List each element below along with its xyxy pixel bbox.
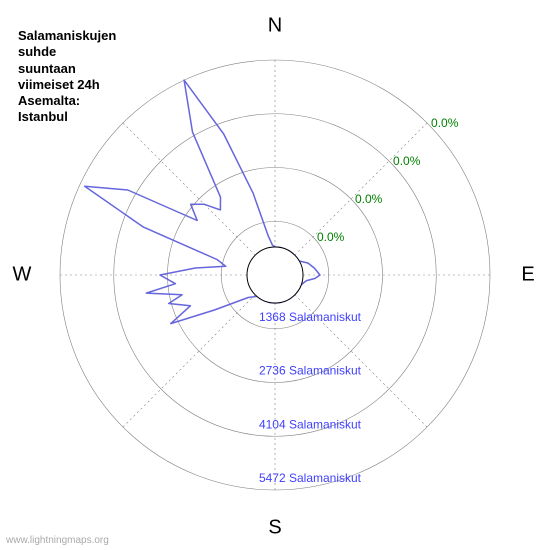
ring-count-label: 4104 Salamaniskut	[259, 417, 362, 431]
polar-chart: 0.0% 1368 Salamaniskut 0.0% 2736 Salamanisk…	[0, 0, 550, 550]
ring-pct-label: 0.0%	[431, 116, 459, 130]
ring-count-label: 2736 Salamaniskut	[259, 364, 362, 378]
cardinal-w: W	[13, 263, 32, 285]
ring-pct-label: 0.0%	[393, 154, 421, 168]
ring-pct-label: 0.0%	[317, 230, 345, 244]
ring-pct-label: 0.0%	[355, 192, 383, 206]
cardinal-s: S	[268, 516, 281, 538]
ring-count-label: 1368 Salamaniskut	[259, 310, 362, 324]
ring-count-label: 5472 Salamaniskut	[259, 471, 362, 485]
cardinal-n: N	[268, 14, 282, 36]
cardinal-e: E	[521, 263, 534, 285]
